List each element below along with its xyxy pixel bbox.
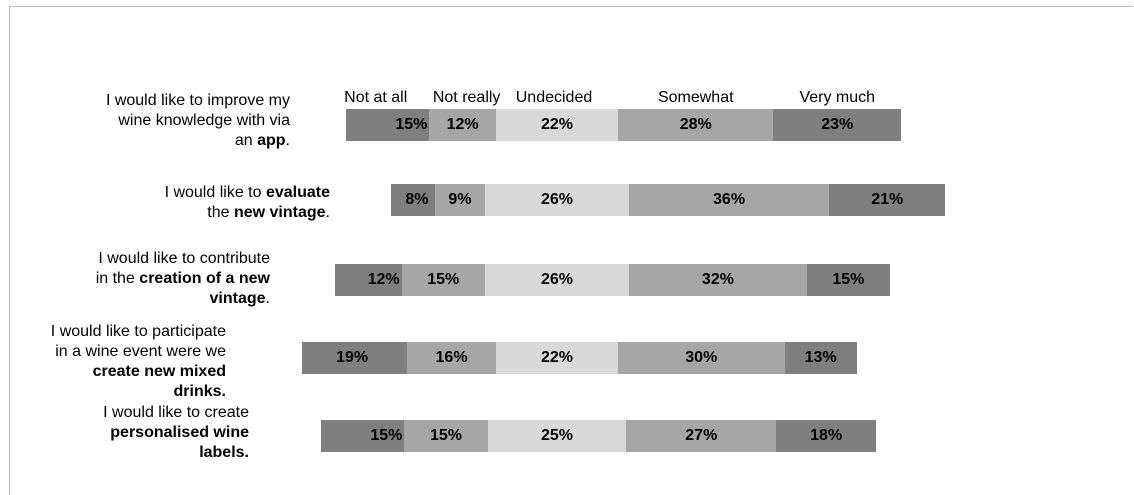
bar-value-label: 30% xyxy=(685,349,718,366)
legend-label-not-at-all: Not at all xyxy=(344,89,408,106)
question-label-5: I would like to create personalised wine l… xyxy=(103,404,249,461)
bar-segment-3-5 xyxy=(806,264,890,296)
bar-value-label: 32% xyxy=(701,271,734,288)
question-label-3: I would like to contribute in the creatio… xyxy=(95,250,270,307)
bar-value-label: 15% xyxy=(370,427,403,444)
legend-label-not-really: Not really xyxy=(432,89,501,106)
bar-value-label: 9% xyxy=(448,191,472,208)
bar-segment-5-4 xyxy=(626,420,777,452)
bar-row-3: 12% 15% 26% 32% 15% xyxy=(0,264,1134,296)
bar-segment-4-1 xyxy=(301,342,408,374)
bar-segment-3-2 xyxy=(401,264,485,296)
bar-segment-2-5 xyxy=(828,184,946,216)
question-label-2: I would like to evaluate the new vintage. xyxy=(164,184,330,221)
bar-value-label: 15% xyxy=(832,271,865,288)
bar-value-label: 23% xyxy=(821,116,854,133)
bar-segment-1-1 xyxy=(346,109,430,141)
bar-value-label: 12% xyxy=(446,116,479,133)
bar-segment-1-2 xyxy=(429,109,496,141)
bar-segment-2-4 xyxy=(629,184,829,216)
bar-segment-1-5 xyxy=(773,109,902,141)
bar-segment-1-3 xyxy=(495,109,619,141)
bar-segment-5-1 xyxy=(321,420,405,452)
bar-value-label: 12% xyxy=(367,271,400,288)
bar-value-label: 26% xyxy=(540,271,574,288)
bar-segment-5-3 xyxy=(487,420,627,452)
bar-row-2: 8% 9% 26% 36% 21% xyxy=(0,184,1134,216)
bar-segment-3-4 xyxy=(629,264,807,296)
legend-label-undecided: Undecided xyxy=(515,89,593,106)
bar-value-label: 15% xyxy=(427,271,460,288)
bar-segment-2-3 xyxy=(484,184,630,216)
bar-value-label: 28% xyxy=(679,116,712,133)
bar-value-label: 13% xyxy=(804,349,837,366)
bar-value-label: 36% xyxy=(713,191,746,208)
bar-value-label: 15% xyxy=(395,116,428,133)
bar-value-label: 25% xyxy=(540,427,574,444)
bar-segment-3-1 xyxy=(335,264,402,296)
bar-row-1: 15% 12% 22% 28% 23% xyxy=(0,109,1134,141)
bar-segment-4-2 xyxy=(407,342,496,374)
bar-value-label: 22% xyxy=(540,116,574,133)
bar-segment-5-5 xyxy=(776,420,877,452)
bar-row-4: 19% 16% 22% 30% 13% xyxy=(0,342,1134,374)
bar-segment-3-3 xyxy=(484,264,630,296)
bar-value-label: 21% xyxy=(871,191,904,208)
legend-label-very-much: Very much xyxy=(799,89,876,106)
question-label-1: I would like to improve my wine knowledge… xyxy=(105,92,290,149)
bar-segment-4-5 xyxy=(784,342,857,374)
bar-segment-5-2 xyxy=(404,420,488,452)
bar-segment-4-3 xyxy=(495,342,619,374)
bar-value-label: 15% xyxy=(429,427,463,444)
bar-value-label: 26% xyxy=(540,191,574,208)
bar-value-label: 27% xyxy=(685,427,718,444)
bar-value-label: 8% xyxy=(405,191,429,208)
bar-segment-4-4 xyxy=(618,342,785,374)
bar-value-label: 22% xyxy=(540,349,574,366)
bar-segment-2-2 xyxy=(434,184,485,216)
bar-segment-1-4 xyxy=(618,109,774,141)
question-label-4: I would like to participate in a wine eve… xyxy=(50,323,226,400)
bar-value-label: 16% xyxy=(435,349,468,366)
bar-segment-2-1 xyxy=(390,184,435,216)
chart-frame xyxy=(9,6,1133,495)
legend-label-somewhat: Somewhat xyxy=(657,89,734,106)
bar-row-5: 15% 15% 25% 27% 18% xyxy=(0,420,1134,452)
bar-value-label: 19% xyxy=(336,349,369,366)
bar-value-label: 18% xyxy=(810,427,843,444)
